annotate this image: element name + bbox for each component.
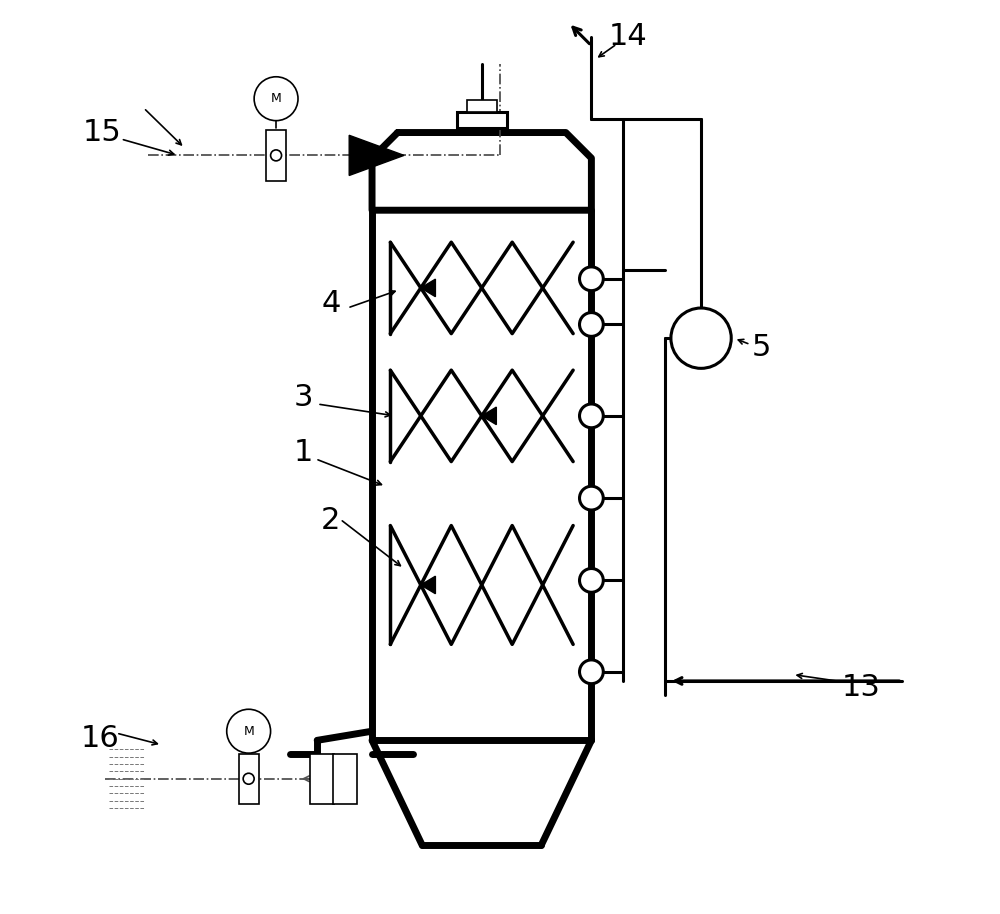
Text: 5: 5 (752, 333, 771, 362)
Circle shape (254, 77, 298, 121)
Circle shape (671, 308, 731, 368)
Text: 2: 2 (321, 506, 341, 536)
Text: 15: 15 (83, 118, 122, 147)
Polygon shape (349, 135, 404, 175)
Bar (266, 130, 286, 181)
Bar (239, 753, 259, 804)
Bar (333, 753, 357, 804)
Text: 14: 14 (609, 22, 647, 51)
Circle shape (243, 773, 254, 784)
Text: 1: 1 (294, 438, 313, 467)
Polygon shape (421, 576, 435, 594)
Circle shape (227, 709, 271, 753)
Text: M: M (271, 92, 281, 105)
Circle shape (580, 313, 603, 336)
Circle shape (580, 569, 603, 592)
Circle shape (580, 660, 603, 684)
Text: 16: 16 (80, 724, 119, 753)
Bar (457, 112, 507, 128)
Circle shape (580, 404, 603, 428)
Text: 13: 13 (842, 673, 880, 702)
Circle shape (271, 150, 282, 161)
Polygon shape (421, 279, 435, 297)
Polygon shape (482, 407, 496, 425)
Text: 4: 4 (321, 289, 341, 318)
Bar (310, 753, 334, 804)
Text: 3: 3 (294, 383, 313, 412)
Text: M: M (243, 725, 254, 738)
Circle shape (580, 486, 603, 510)
Bar (467, 100, 497, 112)
Circle shape (580, 267, 603, 291)
